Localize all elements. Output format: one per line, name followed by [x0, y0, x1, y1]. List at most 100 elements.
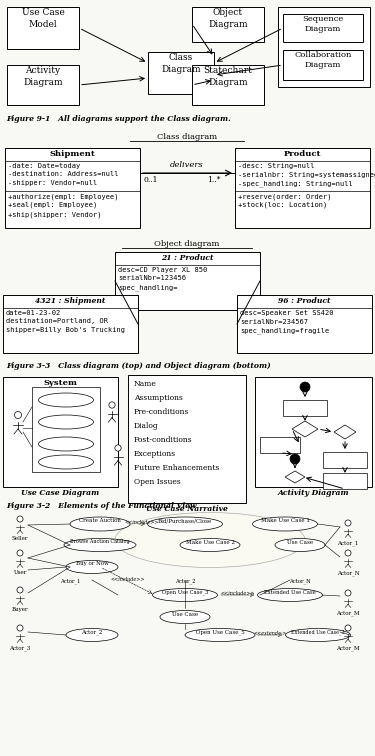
- Text: desc=Speaker Set SS420
serialNbr=234567
spec_handling=fragile: desc=Speaker Set SS420 serialNbr=234567 …: [240, 310, 333, 333]
- FancyBboxPatch shape: [192, 65, 264, 105]
- FancyBboxPatch shape: [283, 400, 327, 416]
- FancyBboxPatch shape: [283, 50, 363, 80]
- Circle shape: [345, 590, 351, 596]
- Text: Buy or Now: Buy or Now: [75, 562, 108, 566]
- Text: -date: Date=today
-destination: Address=null
-shipper: Vendor=null: -date: Date=today -destination: Address=…: [8, 163, 118, 186]
- Text: Class diagram: Class diagram: [157, 133, 217, 141]
- Text: Buyer: Buyer: [12, 608, 28, 612]
- Text: Actor_N: Actor_N: [337, 571, 359, 576]
- Text: Make Use Case 1: Make Use Case 1: [261, 519, 309, 523]
- Circle shape: [345, 550, 351, 556]
- FancyBboxPatch shape: [3, 295, 138, 353]
- Ellipse shape: [160, 611, 210, 624]
- Text: Figure 3-3   Class diagram (top) and Object diagram (bottom): Figure 3-3 Class diagram (top) and Objec…: [6, 362, 271, 370]
- Text: Exceptions: Exceptions: [134, 450, 176, 458]
- Ellipse shape: [39, 455, 93, 469]
- Text: Shipment: Shipment: [49, 150, 95, 158]
- Circle shape: [345, 625, 351, 631]
- FancyBboxPatch shape: [323, 452, 367, 468]
- FancyBboxPatch shape: [323, 473, 367, 489]
- Text: Sequence
Diagram: Sequence Diagram: [302, 15, 344, 33]
- Text: Actor_M: Actor_M: [336, 611, 360, 616]
- FancyBboxPatch shape: [192, 7, 264, 42]
- Circle shape: [300, 382, 310, 392]
- Text: Statechart
Diagram: Statechart Diagram: [204, 66, 252, 87]
- Text: date=01-23-02
destination=Portland, OR
shipper=Billy Bob's Trucking: date=01-23-02 destination=Portland, OR s…: [6, 310, 125, 333]
- Text: <<include>>: <<include>>: [220, 591, 255, 596]
- FancyBboxPatch shape: [115, 252, 260, 310]
- Text: <<include>>: <<include>>: [125, 520, 159, 525]
- FancyBboxPatch shape: [235, 148, 370, 228]
- FancyBboxPatch shape: [32, 387, 100, 472]
- Text: 21 : Product: 21 : Product: [161, 254, 213, 262]
- Text: Open Use Case_5: Open Use Case_5: [196, 629, 244, 635]
- Text: +authorize(empl: Employee)
+seal(empl: Employee)
+ship(shipper: Vendor): +authorize(empl: Employee) +seal(empl: E…: [8, 193, 118, 218]
- Text: Class
Diagram: Class Diagram: [161, 53, 201, 74]
- Text: Use Case Diagram: Use Case Diagram: [21, 489, 99, 497]
- FancyBboxPatch shape: [148, 52, 214, 94]
- Text: Pre-conditions: Pre-conditions: [134, 408, 189, 416]
- Ellipse shape: [39, 415, 93, 429]
- Ellipse shape: [39, 437, 93, 451]
- Text: Activity Diagram: Activity Diagram: [277, 489, 349, 497]
- Text: Use Case: Use Case: [287, 540, 313, 544]
- Ellipse shape: [275, 538, 325, 551]
- Text: System: System: [43, 379, 77, 387]
- Text: Extended Use Case: Extended Use Case: [264, 590, 316, 594]
- Text: Actor_2: Actor_2: [81, 629, 103, 635]
- Text: Create Auction: Create Auction: [79, 519, 121, 523]
- FancyBboxPatch shape: [5, 148, 140, 228]
- Ellipse shape: [70, 517, 130, 531]
- Ellipse shape: [153, 588, 218, 602]
- Text: Actor_2: Actor_2: [175, 578, 195, 584]
- Text: desc=CD Player XL 850
serialNbr=123456
spec_handling=: desc=CD Player XL 850 serialNbr=123456 s…: [118, 267, 207, 290]
- Circle shape: [290, 454, 300, 464]
- Text: Make Use Case 2: Make Use Case 2: [186, 540, 234, 544]
- FancyBboxPatch shape: [7, 65, 79, 105]
- Text: Seller: Seller: [12, 537, 28, 541]
- Text: Actor_1: Actor_1: [60, 578, 80, 584]
- Text: Name: Name: [134, 380, 157, 388]
- Circle shape: [17, 516, 23, 522]
- Circle shape: [345, 520, 351, 526]
- Text: Actor_3: Actor_3: [9, 646, 31, 651]
- Ellipse shape: [252, 517, 318, 531]
- Text: 96 : Product: 96 : Product: [278, 297, 330, 305]
- Text: <<extend>>: <<extend>>: [254, 631, 286, 636]
- FancyBboxPatch shape: [128, 375, 246, 503]
- Ellipse shape: [66, 628, 118, 642]
- Ellipse shape: [285, 628, 351, 642]
- Circle shape: [17, 625, 23, 631]
- Text: Post-conditions: Post-conditions: [134, 436, 193, 444]
- Text: Open Issues: Open Issues: [134, 478, 181, 486]
- Text: +reserve(order: Order)
+stock(loc: Location): +reserve(order: Order) +stock(loc: Locat…: [238, 193, 332, 209]
- Text: Dialog: Dialog: [134, 422, 159, 430]
- Polygon shape: [292, 421, 318, 437]
- Ellipse shape: [115, 513, 305, 568]
- Circle shape: [15, 411, 21, 419]
- FancyBboxPatch shape: [283, 14, 363, 42]
- FancyBboxPatch shape: [7, 7, 79, 49]
- Text: Actor_N: Actor_N: [289, 578, 311, 584]
- Text: User: User: [13, 571, 27, 575]
- Ellipse shape: [66, 560, 118, 574]
- FancyBboxPatch shape: [278, 7, 370, 87]
- Text: Use Case Narrative: Use Case Narrative: [146, 505, 228, 513]
- Text: 4321 : Shipment: 4321 : Shipment: [35, 297, 105, 305]
- FancyBboxPatch shape: [255, 377, 372, 487]
- Text: Object
Diagram: Object Diagram: [208, 8, 248, 29]
- Text: Extended Use Case_3: Extended Use Case_3: [291, 629, 345, 635]
- Circle shape: [17, 587, 23, 593]
- Ellipse shape: [39, 393, 93, 407]
- FancyBboxPatch shape: [3, 377, 118, 487]
- Text: Object diagram: Object diagram: [154, 240, 220, 248]
- Polygon shape: [285, 471, 305, 483]
- Text: Product: Product: [283, 150, 321, 158]
- Text: Assumptions: Assumptions: [134, 394, 183, 402]
- Ellipse shape: [180, 538, 240, 551]
- Ellipse shape: [64, 538, 136, 551]
- Text: -desc: String=null
-serialnbr: String=systemassigned
-spec_handling: String=null: -desc: String=null -serialnbr: String=sy…: [238, 163, 375, 187]
- Text: 1..*: 1..*: [207, 176, 220, 184]
- Circle shape: [17, 550, 23, 556]
- Text: Actor_M: Actor_M: [336, 646, 360, 651]
